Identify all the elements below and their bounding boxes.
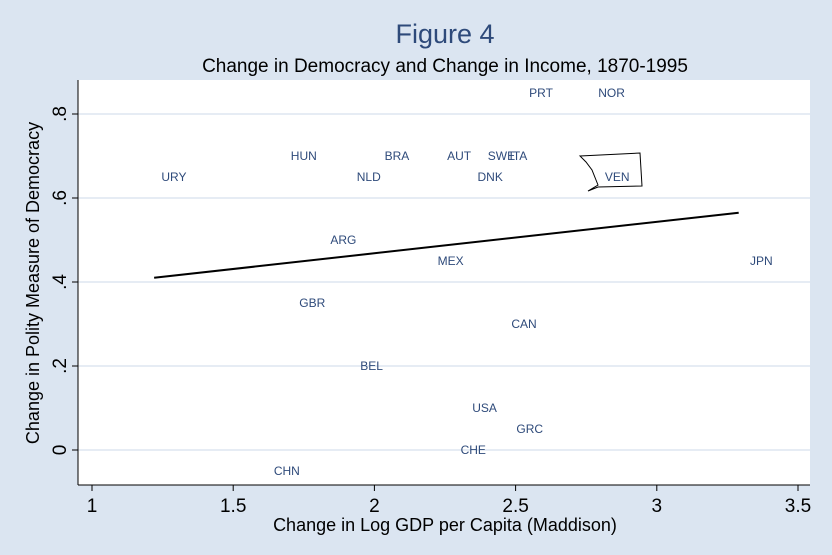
figure-title: Figure 4 [395,19,494,49]
y-tick-label: .8 [50,106,71,122]
x-tick-label: 3.5 [785,496,811,517]
point-label: CAN [511,317,536,331]
gridlines [78,113,810,451]
y-tick-label: .2 [50,358,71,374]
x-axis-title: Change in Log GDP per Capita (Maddison) [273,515,617,535]
x-tick-label: 2 [369,496,380,517]
y-tick-label: .6 [50,190,71,206]
point-label: USA [472,401,497,415]
point-label: ITA [510,149,528,163]
point-label: CHN [274,464,300,478]
point-label: DNK [478,170,503,184]
point-label: HUN [291,149,317,163]
point-label: GBR [299,296,325,310]
x-tick-label: 3 [652,496,663,517]
point-label: URY [161,170,186,184]
y-tick-label: 0 [50,445,71,456]
point-label: SWE [488,149,515,163]
y-axis-ticks: 0 .2 .4 .6 .8 [50,106,78,455]
point-label: CHE [461,443,486,457]
chart-title: Change in Democracy and Change in Income… [202,56,688,77]
point-label: BRA [385,149,410,163]
point-label: NOR [598,86,625,100]
fit-line [154,211,739,279]
point-label: PRT [529,86,553,100]
x-axis-ticks: 1 1.5 2 2.5 3 3.5 [87,485,811,517]
point-label: BEL [360,359,383,373]
hand-drawn-annotation [578,152,643,192]
point-label: JPN [750,254,773,268]
point-label: ARG [330,233,356,247]
point-label: VEN [605,170,630,184]
y-axis-title: Change in Polity Measure of Democracy [23,122,43,444]
point-label: MEX [438,254,464,268]
x-tick-label: 2.5 [502,496,528,517]
point-label: GRC [516,422,543,436]
x-tick-label: 1 [87,496,98,517]
x-tick-label: 1.5 [220,496,246,517]
fit-line-group [154,211,739,279]
point-label: AUT [447,149,472,163]
y-tick-label: .4 [50,274,71,290]
point-label: NLD [357,170,381,184]
